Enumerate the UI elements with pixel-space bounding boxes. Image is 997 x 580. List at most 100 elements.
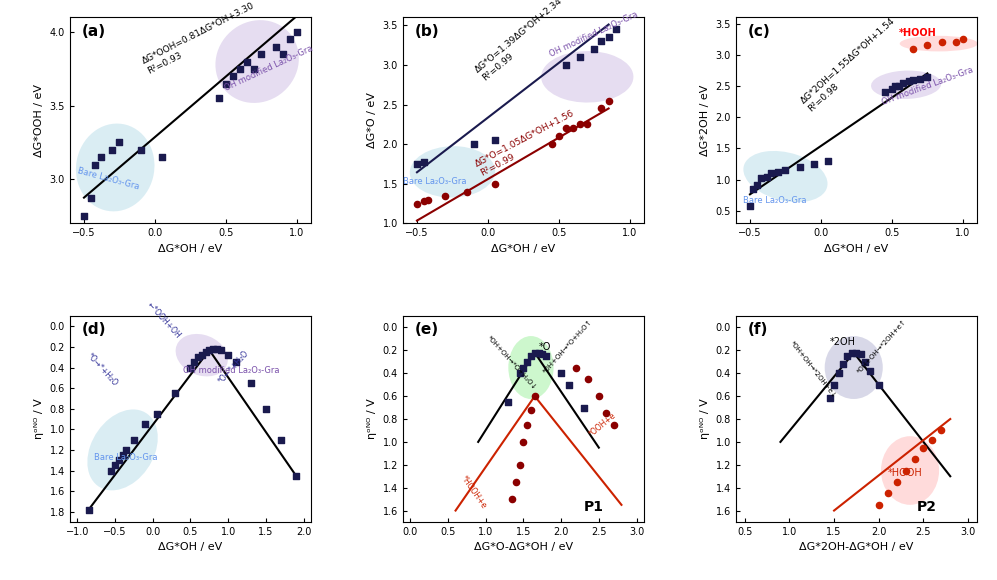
Point <box>76 211 92 220</box>
Point <box>919 72 935 81</box>
Point <box>891 81 907 90</box>
Text: (a): (a) <box>82 24 106 39</box>
Point <box>523 405 539 415</box>
Point <box>844 348 860 357</box>
Point <box>558 124 574 133</box>
Point <box>409 160 425 169</box>
Ellipse shape <box>76 124 155 211</box>
Point <box>924 435 940 444</box>
Point <box>558 60 574 70</box>
Point <box>852 349 868 358</box>
Point <box>519 420 535 429</box>
Ellipse shape <box>871 71 941 99</box>
Text: ΔG*2OH=1.55ΔG*OH+1.54
R²=0.98: ΔG*2OH=1.55ΔG*OH+1.54 R²=0.98 <box>800 16 904 113</box>
Point <box>955 35 971 44</box>
Y-axis label: ΔG*OOH / eV: ΔG*OOH / eV <box>34 84 44 157</box>
Point <box>421 195 437 204</box>
Point <box>416 197 432 206</box>
Point <box>822 394 837 403</box>
Text: *HOOH: *HOOH <box>899 28 937 38</box>
Point <box>579 119 595 129</box>
Text: *O: *O <box>538 342 551 353</box>
Point <box>190 353 206 362</box>
Point <box>933 426 949 435</box>
Point <box>901 77 917 86</box>
Point <box>258 404 274 414</box>
Point <box>933 38 949 47</box>
Text: ←*OOH+OH: ←*OOH+OH <box>146 300 182 340</box>
Point <box>182 363 198 372</box>
X-axis label: ΔG*OH / eV: ΔG*OH / eV <box>825 244 888 254</box>
Point <box>749 180 765 189</box>
Point <box>523 351 539 361</box>
Text: Bare La₂O₃-Gra: Bare La₂O₃-Gra <box>94 453 158 462</box>
Text: *O←*+H₂O: *O←*+H₂O <box>216 349 251 385</box>
Point <box>466 140 482 149</box>
Ellipse shape <box>744 151 828 202</box>
X-axis label: ΔG*OH / eV: ΔG*OH / eV <box>159 244 222 254</box>
Point <box>220 350 236 360</box>
Text: *OH+OH→*O+H₂O↓: *OH+OH→*O+H₂O↓ <box>486 335 537 392</box>
Point <box>488 136 503 145</box>
Point <box>759 172 775 181</box>
Point <box>835 360 851 369</box>
Point <box>870 500 886 509</box>
Point <box>591 392 607 401</box>
Text: (b): (b) <box>415 24 440 39</box>
Point <box>253 49 269 59</box>
Point <box>519 357 535 367</box>
Point <box>827 380 842 389</box>
Point <box>208 345 224 354</box>
Point <box>232 64 248 74</box>
Point <box>905 75 921 85</box>
Text: ΔG*O=1.05ΔG*OH+1.56
R²=0.99: ΔG*O=1.05ΔG*OH+1.56 R²=0.99 <box>474 108 581 178</box>
Point <box>593 37 609 46</box>
Text: OH modified La₂O₃-Gra: OH modified La₂O₃-Gra <box>880 66 974 107</box>
Point <box>906 454 922 463</box>
Point <box>267 42 283 52</box>
Point <box>886 81 902 90</box>
Y-axis label: ΔG*2OH / eV: ΔG*2OH / eV <box>700 85 710 156</box>
Point <box>205 345 221 354</box>
Ellipse shape <box>881 436 939 505</box>
Point <box>488 179 503 188</box>
Point <box>83 194 99 203</box>
Point <box>870 380 886 389</box>
Text: ΔG*OOH=0.81ΔG*OH+3.30
R²=0.93: ΔG*OOH=0.81ΔG*OH+3.30 R²=0.93 <box>141 1 261 75</box>
Point <box>511 369 527 378</box>
Text: OH modified La₂O₃-Gra: OH modified La₂O₃-Gra <box>182 365 279 375</box>
Point <box>112 138 128 147</box>
Point <box>745 184 761 194</box>
Point <box>888 477 904 487</box>
Point <box>806 160 822 169</box>
Point <box>572 52 588 61</box>
Point <box>600 96 616 105</box>
Point <box>167 389 183 398</box>
Ellipse shape <box>541 51 633 103</box>
Text: Bare La₂O₃-Gra: Bare La₂O₃-Gra <box>403 177 467 186</box>
Point <box>879 489 895 498</box>
Point <box>193 350 209 360</box>
Ellipse shape <box>825 336 882 399</box>
Point <box>225 71 241 81</box>
Point <box>275 49 291 59</box>
Point <box>115 451 131 460</box>
Y-axis label: ΔG*O / eV: ΔG*O / eV <box>367 92 377 148</box>
Point <box>149 409 165 419</box>
Point <box>543 140 559 149</box>
Point <box>764 169 780 178</box>
Text: *2OH: *2OH <box>830 336 855 347</box>
Point <box>289 27 305 37</box>
Text: *OH+OH→*2OH+e↑: *OH+OH→*2OH+e↑ <box>856 318 908 374</box>
Point <box>282 35 298 44</box>
Text: Bare La₂O₃-Gra: Bare La₂O₃-Gra <box>743 197 807 205</box>
Point <box>912 74 928 83</box>
Point <box>416 157 432 166</box>
Ellipse shape <box>410 146 496 198</box>
Point <box>534 349 550 358</box>
Point <box>586 45 602 54</box>
Point <box>565 124 581 133</box>
Point <box>243 378 259 387</box>
Point <box>568 363 584 372</box>
Point <box>111 455 127 465</box>
